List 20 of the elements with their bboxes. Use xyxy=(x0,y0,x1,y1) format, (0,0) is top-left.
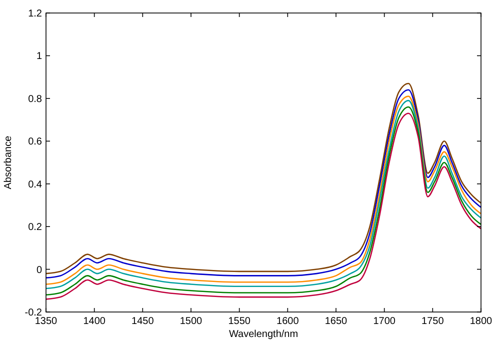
x-tick-label: 1750 xyxy=(422,316,444,327)
x-tick-label: 1350 xyxy=(34,316,58,327)
y-tick-label: 0.2 xyxy=(28,222,42,234)
x-tick-label: 1800 xyxy=(470,316,493,327)
y-tick-label: -0.2 xyxy=(24,308,42,318)
x-tick-label: 1700 xyxy=(373,316,396,327)
y-tick-label: 0.4 xyxy=(28,179,42,190)
x-tick-label: 1600 xyxy=(276,316,300,327)
y-tick-label: 0.6 xyxy=(28,136,42,148)
y-tick-label: 0.8 xyxy=(28,94,42,105)
y-tick-label: 0 xyxy=(36,264,42,276)
x-axis-title: Wavelength/nm xyxy=(228,329,298,340)
x-tick-label: 1500 xyxy=(180,316,203,327)
y-tick-label: 1 xyxy=(36,51,42,62)
y-axis-title: Absorbance xyxy=(3,135,14,190)
x-tick-label: 1450 xyxy=(132,316,154,327)
x-tick-label: 1650 xyxy=(324,316,348,327)
x-tick-label: 1400 xyxy=(83,316,106,327)
x-tick-label: 1550 xyxy=(228,316,251,327)
y-tick-label: 1.2 xyxy=(28,8,42,20)
